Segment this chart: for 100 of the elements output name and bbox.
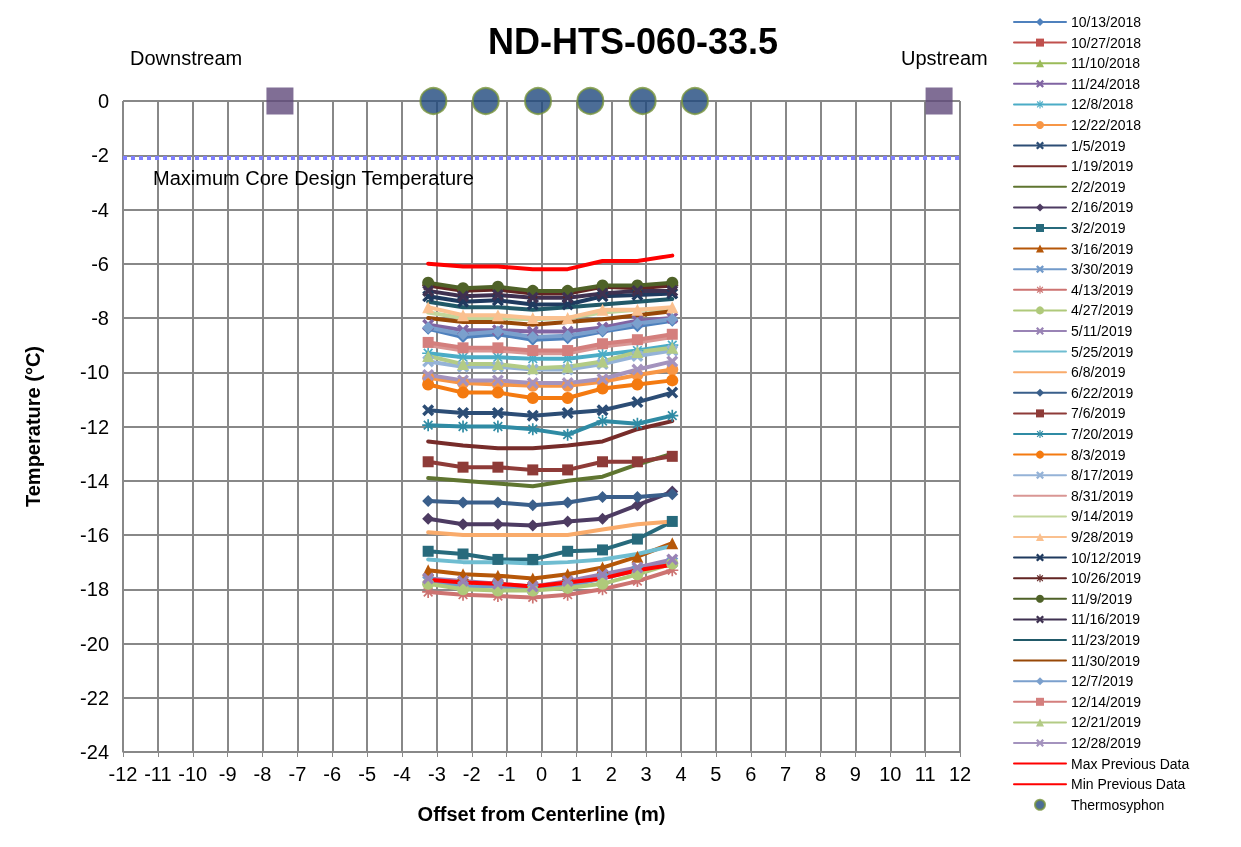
x-tick-label: 7 <box>780 763 792 785</box>
legend-label: 1/5/2019 <box>1071 137 1126 154</box>
point <box>631 363 644 376</box>
point <box>597 456 609 468</box>
point <box>631 550 644 563</box>
legend-label: 10/12/2019 <box>1071 549 1142 566</box>
point <box>666 386 679 399</box>
y-tick-label: -20 <box>80 632 109 655</box>
legend-label: 2/16/2019 <box>1071 199 1134 216</box>
legend-label: 3/16/2019 <box>1071 240 1134 257</box>
point <box>596 577 609 590</box>
ref-line-label: Maximum Core Design Temperature <box>153 166 474 189</box>
x-tick-label: -3 <box>427 763 446 785</box>
point <box>471 87 500 115</box>
point <box>666 328 678 340</box>
line-series <box>426 253 675 272</box>
point <box>422 301 435 314</box>
x-tick-label: -9 <box>218 763 237 785</box>
point <box>527 464 539 476</box>
legend-label: 8/31/2019 <box>1071 487 1134 504</box>
legend-label: 11/23/2019 <box>1071 632 1141 648</box>
x-tick-label: -10 <box>178 763 208 785</box>
point <box>925 87 953 115</box>
x-tick-label: 5 <box>710 763 722 785</box>
point <box>527 345 539 357</box>
legend-label: 5/11/2019 <box>1071 323 1133 339</box>
legend-label: 11/10/2018 <box>1071 55 1141 72</box>
y-tick-label: -14 <box>80 469 109 492</box>
point <box>597 338 609 350</box>
point <box>491 406 504 419</box>
point <box>457 548 469 560</box>
x-tick-label: 6 <box>745 763 757 785</box>
point <box>666 374 679 387</box>
point <box>457 309 470 322</box>
legend-label: 10/27/2018 <box>1071 34 1142 51</box>
legend-label: 6/8/2019 <box>1071 364 1126 381</box>
point <box>628 87 657 115</box>
x-tick-label: 2 <box>605 763 617 785</box>
legend-label: 6/22/2019 <box>1071 384 1134 401</box>
text: Upstream <box>901 47 988 69</box>
legend-label: 11/24/2018 <box>1071 75 1141 92</box>
y-tick-label: -16 <box>80 524 109 546</box>
y-tick-label: -18 <box>80 578 109 601</box>
legend-label: 9/14/2019 <box>1071 508 1134 525</box>
legend-label: 12/21/2019 <box>1071 714 1142 731</box>
x-tick-label: 12 <box>948 763 972 785</box>
point <box>666 450 678 462</box>
legend-label: 5/25/2019 <box>1071 343 1134 360</box>
point <box>492 553 504 565</box>
x-tick-label: -8 <box>253 763 272 785</box>
legend-label: 7/20/2019 <box>1071 426 1134 442</box>
point <box>562 545 574 557</box>
point <box>422 456 434 468</box>
point <box>266 87 294 115</box>
x-tick-label: 0 <box>535 763 548 785</box>
point <box>597 544 609 556</box>
point <box>419 87 448 115</box>
point <box>666 355 679 368</box>
point <box>526 392 539 405</box>
point <box>631 303 644 316</box>
y-axis-title: Temperature (°C) <box>22 346 44 507</box>
legend-label: 11/30/2019 <box>1071 652 1141 669</box>
point <box>596 382 609 395</box>
point <box>457 342 469 354</box>
point <box>492 342 504 354</box>
point <box>526 312 539 324</box>
point <box>680 87 709 115</box>
point <box>666 537 679 550</box>
legend-label: 8/17/2019 <box>1071 467 1134 484</box>
legend-label: 8/3/2019 <box>1071 446 1126 463</box>
legend-label: 7/6/2019 <box>1071 405 1126 422</box>
x-tick-label: -5 <box>358 763 377 785</box>
legend-label: 9/28/2019 <box>1071 529 1134 545</box>
y-tick-label: -2 <box>91 144 109 167</box>
point <box>491 374 504 387</box>
point <box>596 303 609 316</box>
point <box>457 290 470 303</box>
point <box>422 284 435 297</box>
legend-label: 12/22/2018 <box>1071 117 1142 133</box>
x-tick-label: -6 <box>323 763 342 785</box>
point <box>422 336 434 348</box>
point <box>562 464 574 476</box>
point <box>492 461 504 473</box>
x-tick-label: 3 <box>640 763 652 785</box>
legend-label: 1/19/2019 <box>1071 158 1134 175</box>
legend-label: 10/13/2018 <box>1071 14 1142 30</box>
point <box>631 334 643 346</box>
point <box>666 515 678 527</box>
legend-label: 3/30/2019 <box>1071 261 1134 278</box>
legend-label: Thermosyphon <box>1071 796 1165 813</box>
point <box>576 87 605 115</box>
x-tick-label: 9 <box>849 763 861 785</box>
point <box>526 409 539 422</box>
legend-label: 11/16/2019 <box>1071 611 1141 628</box>
x-tick-label: 11 <box>914 763 936 785</box>
y-tick-label: -22 <box>80 686 109 709</box>
legend-label: 12/7/2019 <box>1071 673 1134 690</box>
legend-label: Max Previous Data <box>1071 755 1190 772</box>
y-tick-label: -10 <box>80 361 109 384</box>
legend-label: Min Previous Data <box>1071 776 1186 793</box>
